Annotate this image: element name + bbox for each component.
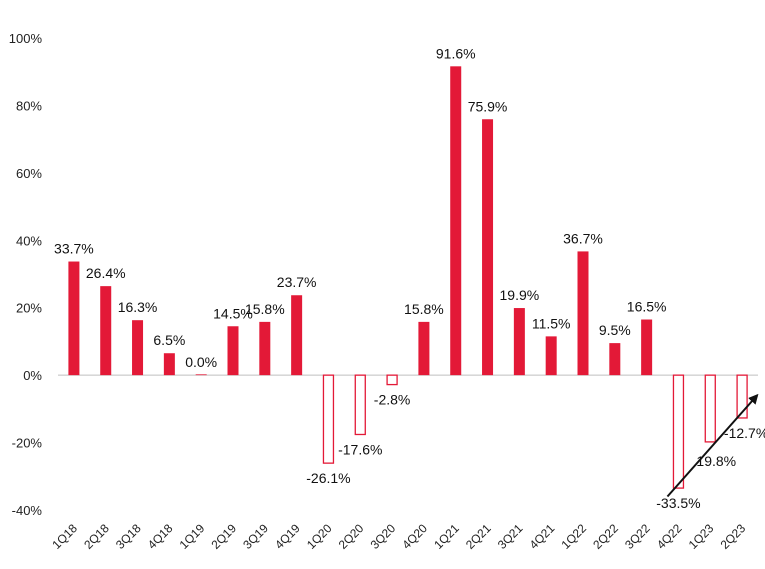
data-label: 19.9% bbox=[500, 287, 540, 303]
bar-2Q23 bbox=[736, 374, 748, 419]
bar-4Q21 bbox=[545, 336, 557, 376]
bar-4Q18 bbox=[163, 353, 175, 376]
data-label: 6.5% bbox=[153, 332, 185, 348]
y-tick-label: 80% bbox=[16, 98, 42, 113]
x-tick-label: 2Q18 bbox=[81, 521, 112, 552]
x-tick-label: 3Q21 bbox=[495, 521, 526, 552]
x-tick-label: 1Q20 bbox=[304, 521, 335, 552]
data-label: 33.7% bbox=[54, 241, 94, 257]
y-tick-label: 60% bbox=[16, 166, 42, 181]
data-label: -12.7% bbox=[724, 425, 765, 441]
data-label: 0.0% bbox=[185, 354, 217, 370]
data-label: 91.6% bbox=[436, 45, 476, 61]
x-axis: 1Q18 2Q18 3Q18 4Q18 1Q19 2Q19 3Q19 4Q19 1Q20 2Q20… bbox=[49, 521, 748, 552]
annotation bbox=[666, 393, 759, 498]
x-tick-label: 2Q19 bbox=[208, 521, 239, 552]
bar-3Q19 bbox=[259, 321, 271, 376]
data-label: -2.8% bbox=[374, 392, 411, 408]
y-tick-label: 100% bbox=[9, 31, 43, 46]
y-tick-label: 40% bbox=[16, 233, 42, 248]
y-axis: 100% 80% 60% 40% 20% 0% -20% -40% bbox=[9, 31, 43, 518]
bar-3Q20 bbox=[386, 374, 398, 386]
data-label: 16.3% bbox=[118, 299, 158, 315]
data-label: 16.5% bbox=[627, 299, 667, 315]
data-label: -17.6% bbox=[338, 441, 382, 457]
y-tick-label: -40% bbox=[12, 503, 43, 518]
x-tick-label: 4Q19 bbox=[272, 521, 303, 552]
y-tick-label: 0% bbox=[23, 368, 42, 383]
bar-1Q22 bbox=[577, 251, 589, 376]
bar-1Q20 bbox=[322, 374, 335, 464]
bar-3Q21 bbox=[513, 308, 525, 376]
x-tick-label: 3Q19 bbox=[240, 521, 271, 552]
x-tick-label: 1Q22 bbox=[558, 521, 589, 552]
x-tick-label: 1Q18 bbox=[49, 521, 80, 552]
x-tick-label: 3Q22 bbox=[622, 521, 653, 552]
data-label: 15.8% bbox=[404, 301, 444, 317]
bar-3Q22 bbox=[641, 319, 653, 376]
x-tick-label: 2Q20 bbox=[336, 521, 367, 552]
y-tick-label: -20% bbox=[12, 436, 43, 451]
bars bbox=[68, 66, 748, 489]
x-tick-label: 4Q18 bbox=[145, 521, 176, 552]
x-tick-label: 1Q19 bbox=[177, 521, 208, 552]
trend-arrow bbox=[666, 393, 759, 498]
data-label: 15.8% bbox=[245, 301, 285, 317]
x-tick-label: 1Q21 bbox=[431, 521, 462, 552]
x-tick-label: 3Q20 bbox=[368, 521, 399, 552]
bar-2Q21 bbox=[482, 119, 494, 376]
data-label: 75.9% bbox=[468, 98, 508, 114]
x-tick-label: 3Q18 bbox=[113, 521, 144, 552]
data-label: 23.7% bbox=[277, 274, 317, 290]
bar-1Q23 bbox=[704, 374, 716, 443]
bar-3Q18 bbox=[132, 320, 144, 376]
bar-4Q22 bbox=[672, 374, 685, 489]
data-label: 26.4% bbox=[86, 265, 126, 281]
bar-2Q22 bbox=[609, 343, 621, 376]
x-tick-label: 1Q23 bbox=[686, 521, 717, 552]
x-tick-label: 4Q21 bbox=[527, 521, 558, 552]
x-tick-label: 2Q22 bbox=[590, 521, 621, 552]
data-label: 36.7% bbox=[563, 230, 603, 246]
bar-2Q20 bbox=[354, 374, 366, 436]
data-label: -26.1% bbox=[306, 470, 350, 486]
bar-1Q21 bbox=[450, 66, 462, 376]
bar-4Q19 bbox=[291, 295, 303, 376]
bar-1Q18 bbox=[68, 261, 80, 376]
bar-2Q18 bbox=[100, 286, 112, 376]
data-label: -33.5% bbox=[656, 495, 700, 511]
bar-4Q20 bbox=[418, 321, 430, 376]
data-label: 19.8% bbox=[696, 453, 736, 469]
data-labels: 33.7%26.4%16.3%6.5%0.0%14.5%15.8%23.7%-2… bbox=[54, 45, 765, 511]
y-tick-label: 20% bbox=[16, 301, 42, 316]
data-label: 11.5% bbox=[532, 315, 571, 331]
x-tick-label: 4Q20 bbox=[399, 521, 430, 552]
x-tick-label: 4Q22 bbox=[654, 521, 685, 552]
bar-1Q19 bbox=[195, 374, 207, 376]
x-tick-label: 2Q23 bbox=[718, 521, 749, 552]
x-tick-label: 2Q21 bbox=[463, 521, 494, 552]
data-label: 9.5% bbox=[599, 322, 631, 338]
bar-2Q19 bbox=[227, 326, 239, 376]
data-label: 14.5% bbox=[213, 305, 253, 321]
